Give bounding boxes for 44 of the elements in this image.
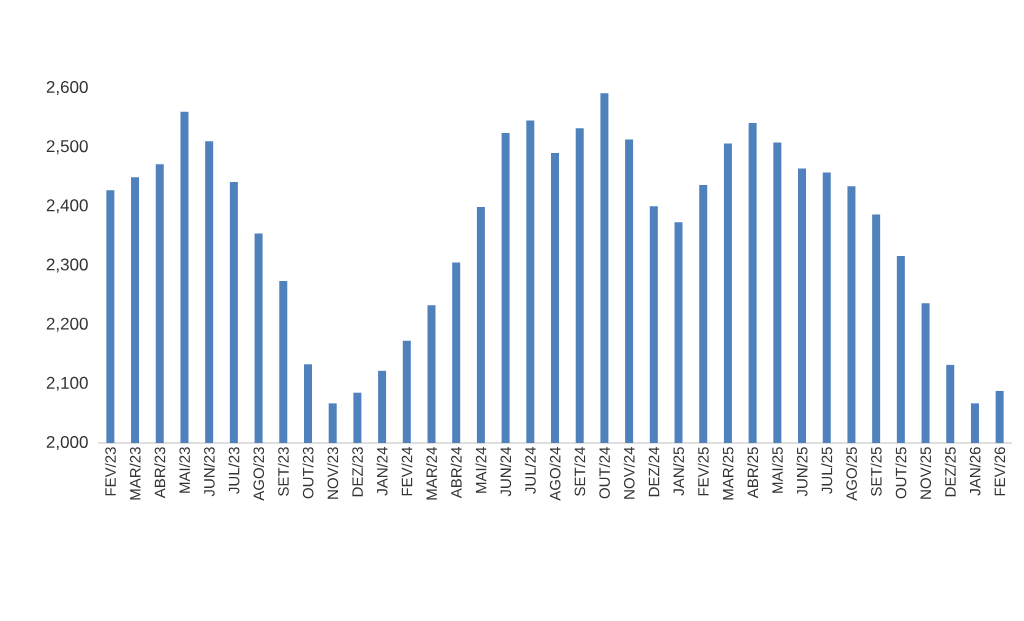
x-tick-label: MAR/23 (129, 447, 141, 500)
x-tick-label: DEZ/23 (351, 447, 363, 497)
x-tick-label: DEZ/25 (944, 447, 956, 497)
x-tick-label: JAN/24 (376, 446, 388, 496)
x-tick-label: FEV/26 (994, 447, 1006, 496)
y-tick-label: 2,000 (46, 435, 88, 451)
x-tick-label: DEZ/24 (648, 446, 660, 497)
x-tick-label: ABR/25 (747, 447, 759, 499)
x-tick-label: OUT/23 (302, 447, 314, 499)
y-tick-label: 2,500 (46, 140, 88, 155)
x-tick-label: FEV/23 (104, 447, 116, 496)
x-tick-label: JAN/26 (969, 447, 981, 496)
x-tick-label: NOV/23 (327, 447, 339, 499)
x-tick-label: MAI/23 (178, 447, 190, 493)
x-tick-label: MAI/25 (771, 447, 783, 493)
x-tick-label: JUN/23 (203, 447, 215, 497)
x-tick-label: JUN/24 (500, 446, 512, 497)
x-tick-label: SET/25 (870, 447, 882, 496)
x-tick-label: FEV/24 (401, 446, 413, 496)
x-tick-label: MAR/25 (722, 447, 734, 500)
x-tick-label: AGO/23 (253, 447, 265, 501)
x-tick-label: JUL/24 (524, 446, 536, 494)
x-tick-label: JUN/25 (796, 447, 808, 497)
x-tick-label: MAR/24 (425, 446, 437, 500)
y-tick-label: 2,100 (46, 376, 88, 391)
x-tick-label: MAI/24 (475, 446, 487, 493)
x-tick-label: ABR/23 (154, 447, 166, 499)
x-tick-label: OUT/24 (598, 446, 610, 499)
x-tick-label: JAN/25 (673, 447, 685, 496)
x-tick-label: JUL/25 (821, 447, 833, 494)
y-tick-label: 2,200 (46, 317, 88, 332)
x-tick-label: AGO/25 (845, 447, 857, 501)
y-tick-label: 2,400 (46, 199, 88, 214)
y-tick-label: 2,300 (46, 258, 88, 273)
x-tick-label: SET/23 (277, 447, 289, 496)
x-tick-label: OUT/25 (895, 447, 907, 499)
x-tick-label: AGO/24 (549, 446, 561, 501)
x-tick-label: JUL/23 (228, 447, 240, 494)
x-tick-label: SET/24 (574, 446, 586, 496)
x-tick-label: NOV/25 (920, 447, 932, 499)
x-tick-label: FEV/25 (697, 447, 709, 496)
x-tick-label: NOV/24 (623, 446, 635, 499)
y-tick-label: 2,600 (46, 80, 88, 96)
x-tick-label: ABR/24 (450, 446, 462, 499)
